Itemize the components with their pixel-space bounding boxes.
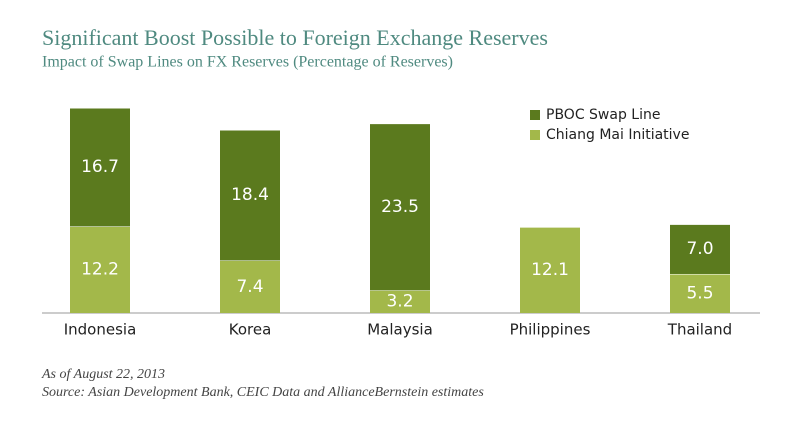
data-label: 16.7 <box>81 157 119 177</box>
bar-segment <box>70 108 130 227</box>
data-label: 7.4 <box>236 277 263 297</box>
bar-segment <box>370 290 430 313</box>
bar-segment <box>220 129 280 261</box>
bar-segment <box>220 260 280 313</box>
legend-swatch <box>530 130 540 140</box>
x-tick-label: Indonesia <box>64 321 137 339</box>
bar-segment <box>670 273 730 313</box>
x-tick-label: Malaysia <box>367 321 433 339</box>
bar-segment <box>520 227 580 313</box>
chart-subtitle: Impact of Swap Lines on FX Reserves (Per… <box>42 54 453 71</box>
chart-title: Significant Boost Possible to Foreign Ex… <box>42 25 548 50</box>
bar-segment <box>670 224 730 274</box>
legend-label: Chiang Mai Initiative <box>546 127 689 143</box>
bar-segment <box>370 123 430 291</box>
data-label: 23.5 <box>381 197 419 217</box>
data-label: 7.0 <box>686 239 713 259</box>
data-label: 12.2 <box>81 260 119 280</box>
legend-label: PBOC Swap Line <box>546 107 660 123</box>
bar-segment <box>70 226 130 313</box>
data-label: 3.2 <box>386 292 413 312</box>
source: Source: Asian Development Bank, CEIC Dat… <box>42 385 484 400</box>
x-tick-label: Thailand <box>667 321 732 339</box>
x-tick-label: Philippines <box>510 321 591 339</box>
note: As of August 22, 2013 <box>41 367 165 382</box>
x-tick-label: Korea <box>229 321 272 339</box>
data-label: 18.4 <box>231 185 269 205</box>
data-label: 12.1 <box>531 260 569 280</box>
legend-swatch <box>530 110 540 120</box>
data-label: 5.5 <box>686 283 713 303</box>
